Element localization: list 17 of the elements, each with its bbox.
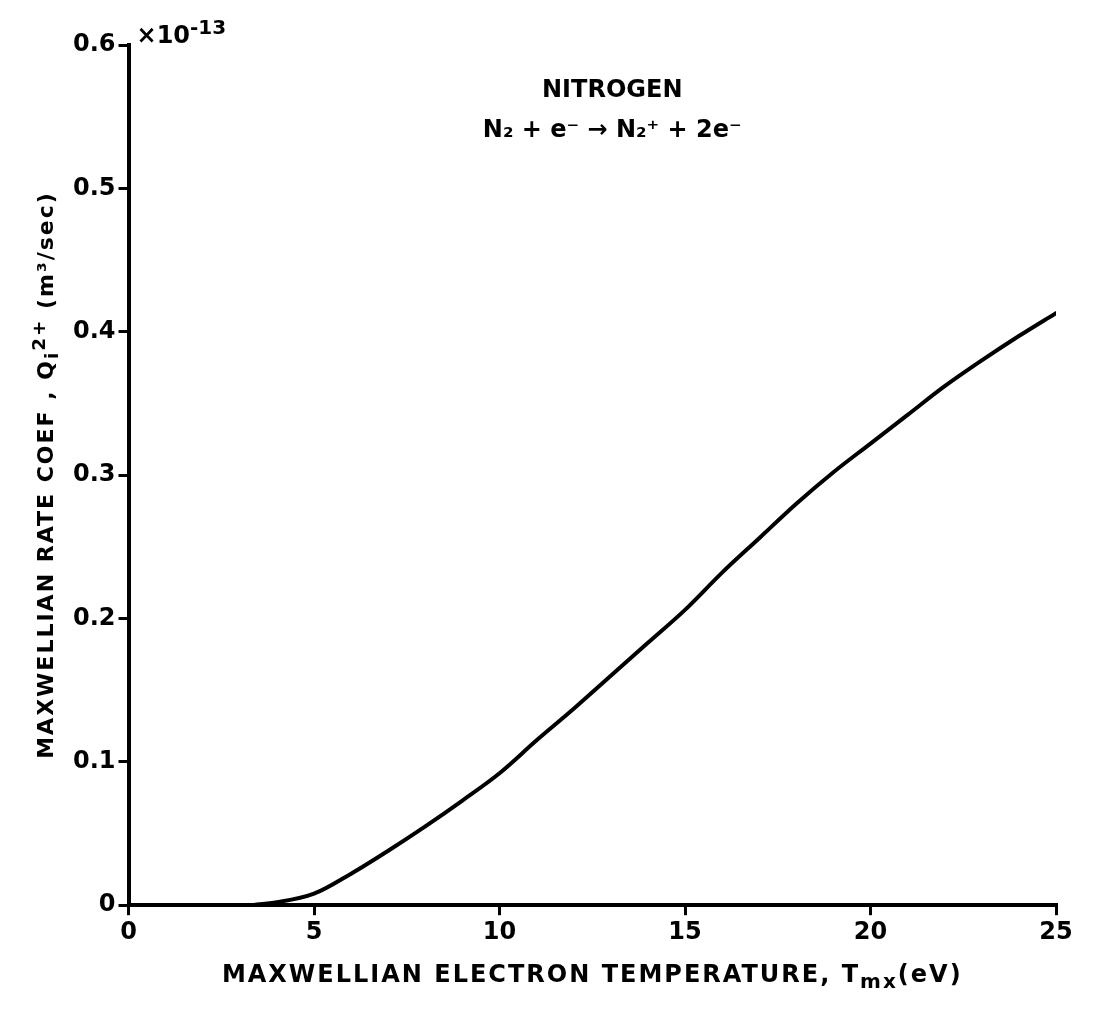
y-tick-label: 0.6 bbox=[73, 29, 116, 58]
text: N₂ + e⁻ → N₂⁺ + 2e⁻ bbox=[482, 115, 742, 143]
y-tick-label: 0 bbox=[98, 889, 116, 918]
text: NITROGEN bbox=[542, 75, 683, 103]
x-tick-label: 15 bbox=[668, 916, 702, 945]
annotation: ×10$^{-13}$ bbox=[136, 15, 227, 49]
x-tick-label: 20 bbox=[853, 916, 888, 945]
y-tick-label: 0.4 bbox=[73, 315, 116, 344]
x-axis-title: MAXWELLIAN ELECTRON TEMPERATURE, T$_{mx}$(eV) bbox=[221, 960, 963, 993]
y-tick-label: 0.3 bbox=[73, 459, 116, 488]
x-tick-label: 10 bbox=[482, 916, 517, 945]
y-tick-label: 0.2 bbox=[73, 602, 116, 631]
x-tick-label: 5 bbox=[305, 916, 323, 945]
x-tick-label: 25 bbox=[1039, 916, 1073, 945]
x-tick-label: 0 bbox=[120, 916, 137, 945]
y-tick-label: 0.1 bbox=[73, 746, 116, 775]
y-tick-label: 0.5 bbox=[73, 172, 116, 201]
